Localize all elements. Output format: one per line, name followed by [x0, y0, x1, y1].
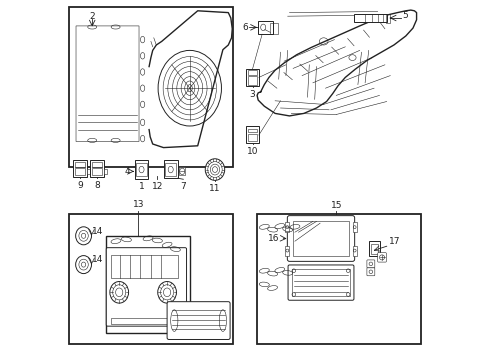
Bar: [370, 244, 378, 254]
FancyBboxPatch shape: [287, 265, 353, 300]
FancyBboxPatch shape: [106, 248, 186, 326]
Bar: [270, 23, 278, 34]
Bar: [368, 241, 379, 256]
Bar: [352, 246, 356, 256]
Ellipse shape: [140, 119, 144, 126]
Text: 11: 11: [209, 184, 220, 193]
Text: 9: 9: [77, 181, 83, 190]
Bar: [247, 134, 257, 141]
Bar: [247, 76, 257, 85]
Bar: [165, 163, 176, 176]
Polygon shape: [257, 10, 416, 116]
Text: 14: 14: [91, 256, 102, 264]
Text: 5: 5: [401, 10, 407, 19]
Text: 10: 10: [246, 147, 258, 156]
Bar: [285, 222, 289, 232]
Bar: [292, 221, 348, 256]
Ellipse shape: [140, 101, 144, 108]
Bar: [104, 169, 106, 174]
Text: 8: 8: [94, 181, 100, 190]
Ellipse shape: [158, 282, 176, 303]
Bar: [136, 163, 146, 176]
Text: 2: 2: [89, 12, 95, 21]
Text: 16: 16: [268, 234, 279, 243]
Bar: [163, 160, 178, 178]
Ellipse shape: [140, 135, 144, 142]
Bar: [258, 21, 273, 34]
Bar: [106, 236, 190, 333]
FancyBboxPatch shape: [167, 302, 230, 339]
Bar: [75, 162, 85, 167]
Bar: [110, 255, 178, 278]
Bar: [247, 70, 257, 75]
Ellipse shape: [110, 282, 128, 303]
Ellipse shape: [140, 85, 144, 91]
Bar: [247, 129, 257, 132]
Bar: [87, 169, 89, 174]
Bar: [285, 246, 289, 256]
FancyBboxPatch shape: [72, 22, 142, 146]
Bar: [92, 162, 102, 167]
Text: 3: 3: [249, 90, 255, 99]
FancyBboxPatch shape: [366, 260, 374, 268]
Bar: [354, 14, 386, 22]
Ellipse shape: [205, 159, 224, 180]
Bar: [179, 167, 185, 175]
Ellipse shape: [76, 227, 91, 245]
Ellipse shape: [76, 256, 91, 274]
Bar: [246, 69, 258, 86]
Polygon shape: [149, 11, 232, 148]
Text: 14: 14: [91, 227, 102, 236]
Bar: [246, 126, 258, 143]
FancyBboxPatch shape: [366, 268, 374, 276]
Bar: [134, 160, 148, 179]
Bar: [90, 160, 104, 177]
Text: 13: 13: [132, 200, 144, 209]
Bar: [69, 214, 232, 344]
Bar: [69, 7, 232, 167]
FancyBboxPatch shape: [377, 253, 386, 262]
Text: 4: 4: [124, 167, 130, 176]
Text: 15: 15: [330, 201, 341, 210]
Text: 6: 6: [242, 23, 247, 32]
Bar: [385, 14, 389, 23]
Bar: [92, 168, 102, 175]
FancyBboxPatch shape: [287, 216, 354, 261]
Ellipse shape: [140, 69, 144, 75]
Bar: [352, 222, 356, 232]
Bar: [75, 168, 85, 175]
Text: 7: 7: [180, 182, 186, 191]
Ellipse shape: [140, 53, 144, 59]
Text: 17: 17: [387, 238, 399, 246]
Bar: [292, 269, 349, 296]
Bar: [73, 160, 87, 177]
Ellipse shape: [140, 36, 144, 43]
Text: 12: 12: [151, 182, 163, 191]
Text: 1: 1: [139, 182, 144, 191]
Bar: [257, 214, 420, 344]
Bar: [111, 318, 179, 324]
